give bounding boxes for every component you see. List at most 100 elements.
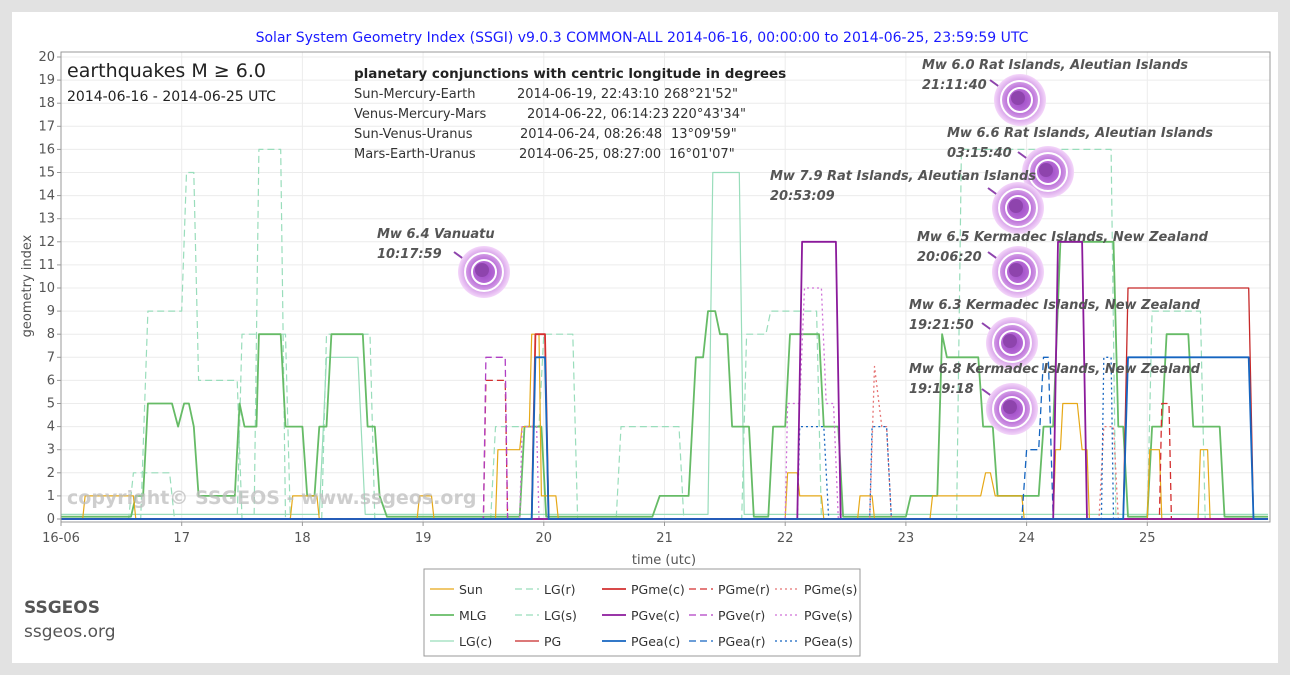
earthquake-time: 20:53:09 xyxy=(770,189,835,204)
header-date-range: 2014-06-16 - 2014-06-25 UTC xyxy=(67,89,276,105)
legend-label: PGve(s) xyxy=(804,608,853,623)
legend-label: PGme(c) xyxy=(631,582,685,597)
figure-card xyxy=(12,12,1278,663)
earthquake-ring-icon xyxy=(992,389,1032,429)
y-tick-label: 6 xyxy=(47,373,55,388)
earthquake-ring-icon xyxy=(999,396,1025,422)
y-tick-label: 15 xyxy=(38,166,55,181)
legend-label: LG(c) xyxy=(459,634,492,649)
brand-block: SSGEOS ssgeos.org xyxy=(24,598,116,642)
earthquake-marker: Mw 6.6 Rat Islands, Aleutian Islands 03:1… xyxy=(947,126,1213,198)
series-line-pgeas xyxy=(61,356,1268,520)
conjunction-time: 2014-06-22, 06:14:23 xyxy=(527,107,669,122)
y-tick-label: 1 xyxy=(47,489,55,504)
earthquake-core-icon xyxy=(1003,400,1017,414)
y-tick-label: 18 xyxy=(38,96,55,111)
conjunction-bodies: Mars-Earth-Uranus xyxy=(354,147,476,162)
x-tick-label: 17 xyxy=(173,531,190,546)
earthquake-core-icon xyxy=(475,263,489,277)
legend-label: PGme(r) xyxy=(718,582,770,597)
y-tick-label: 12 xyxy=(38,235,55,250)
series-line-pgeac xyxy=(61,356,1268,520)
header-title: earthquakes M ≥ 6.0 xyxy=(67,60,266,82)
conjunction-time: 2014-06-19, 22:43:10 xyxy=(517,87,659,102)
conjunction-longitude: 268°21'52" xyxy=(664,87,738,102)
x-tick-label: 19 xyxy=(415,531,432,546)
brand-name: SSGEOS xyxy=(24,598,100,618)
legend-label: Sun xyxy=(459,582,483,597)
earthquake-label: Mw 6.5 Kermadec Islands, New Zealand xyxy=(917,230,1209,245)
y-tick-label: 3 xyxy=(47,443,55,458)
earthquake-ring-icon xyxy=(1035,159,1061,185)
chart-title: Solar System Geometry Index (SSGI) v9.0.… xyxy=(256,30,1029,46)
earthquake-label: Mw 6.4 Vanuatu xyxy=(377,227,495,242)
y-tick-label: 0 xyxy=(47,512,55,527)
y-tick-label: 20 xyxy=(38,50,55,65)
earthquake-ring-icon xyxy=(471,259,497,285)
y-tick-label: 10 xyxy=(38,281,55,296)
series-line-pgves xyxy=(61,287,1268,520)
earthquake-ring-icon xyxy=(1007,87,1033,113)
legend-label: PGme(s) xyxy=(804,582,857,597)
earthquake-marker: Mw 6.0 Rat Islands, Aleutian Islands 21:1… xyxy=(922,58,1188,126)
earthquake-ring-icon xyxy=(1005,195,1031,221)
y-tick-label: 13 xyxy=(38,212,55,227)
earthquake-time: 19:19:18 xyxy=(909,382,974,397)
conjunction-bodies: Sun-Mercury-Earth xyxy=(354,87,475,102)
series-line-pgmes xyxy=(61,365,1268,520)
legend-label: PG xyxy=(544,634,561,649)
legend-label: PGve(c) xyxy=(631,608,680,623)
earthquake-ring-icon xyxy=(1000,80,1040,120)
legend-label: LG(s) xyxy=(544,608,577,623)
y-tick-label: 11 xyxy=(38,258,55,273)
y-tick-label: 7 xyxy=(47,350,55,365)
earthquake-label: Mw 6.0 Rat Islands, Aleutian Islands xyxy=(922,58,1188,73)
earthquake-time: 19:21:50 xyxy=(909,318,974,333)
x-tick-label: 16-06 xyxy=(42,531,80,546)
earthquake-annotations: Mw 6.4 Vanuatu 10:17:59 Mw 6.0 Rat Islands… xyxy=(377,58,1213,435)
conjunction-bodies: Venus-Mercury-Mars xyxy=(354,107,487,122)
earthquake-time: 20:06:20 xyxy=(917,250,982,265)
x-tick-label: 20 xyxy=(536,531,553,546)
x-tick-label: 23 xyxy=(898,531,915,546)
legend-label: LG(r) xyxy=(544,582,576,597)
x-tick-label: 18 xyxy=(294,531,311,546)
earthquake-label: Mw 6.6 Rat Islands, Aleutian Islands xyxy=(947,126,1213,141)
series-line-pgmer xyxy=(61,379,1268,520)
earthquake-core-icon xyxy=(1009,199,1023,213)
x-tick-label: 21 xyxy=(656,531,673,546)
conjunction-longitude: 220°43'34" xyxy=(672,107,746,122)
grid xyxy=(60,52,1270,522)
earthquake-label: Mw 6.3 Kermadec Islands, New Zealand xyxy=(909,298,1201,313)
legend-box xyxy=(423,568,861,657)
conjunctions-title: planetary conjunctions with centric long… xyxy=(354,66,786,82)
earthquake-ring-icon xyxy=(464,252,504,292)
watermark: copyright© SSGEOS - www.ssgeos.org xyxy=(67,487,476,509)
y-tick-label: 4 xyxy=(47,420,55,435)
x-tick-label: 24 xyxy=(1018,531,1035,546)
earthquake-core-icon xyxy=(1011,91,1025,105)
conjunction-time: 2014-06-24, 08:26:48 xyxy=(520,127,662,142)
y-tick-label: 8 xyxy=(47,327,55,342)
conjunction-bodies: Sun-Venus-Uranus xyxy=(354,127,473,142)
plot-frame xyxy=(60,51,1271,523)
legend-label: PGve(r) xyxy=(718,608,765,623)
y-axis-label: geometry index xyxy=(20,234,35,337)
earthquake-ring-icon xyxy=(998,188,1038,228)
y-tick-label: 5 xyxy=(47,397,55,412)
conjunction-time: 2014-06-25, 08:27:00 xyxy=(519,147,661,162)
legend-label: PGea(r) xyxy=(718,634,765,649)
conjunction-longitude: 16°01'07" xyxy=(669,147,735,162)
y-tick-label: 16 xyxy=(38,142,55,157)
legend-label: PGea(c) xyxy=(631,634,680,649)
legend: Sun LG(r) PGme(c) PGme(r) PGme(s) MLG LG(s) PGv… xyxy=(423,568,861,657)
earthquake-marker: Mw 7.9 Rat Islands, Aleutian Islands 20:5… xyxy=(770,169,1044,234)
earthquake-ring-icon xyxy=(999,330,1025,356)
earthquake-marker: Mw 6.3 Kermadec Islands, New Zealand 19:2… xyxy=(909,298,1201,369)
earthquake-time: 10:17:59 xyxy=(377,247,442,262)
conjunctions-table: Sun-Mercury-Earth 2014-06-19, 22:43:10 268… xyxy=(354,87,746,162)
conjunction-longitude: 13°09'59" xyxy=(671,127,737,142)
earthquake-ring-icon xyxy=(1005,259,1031,285)
earthquake-core-icon xyxy=(1039,163,1053,177)
y-tick-label: 9 xyxy=(47,304,55,319)
